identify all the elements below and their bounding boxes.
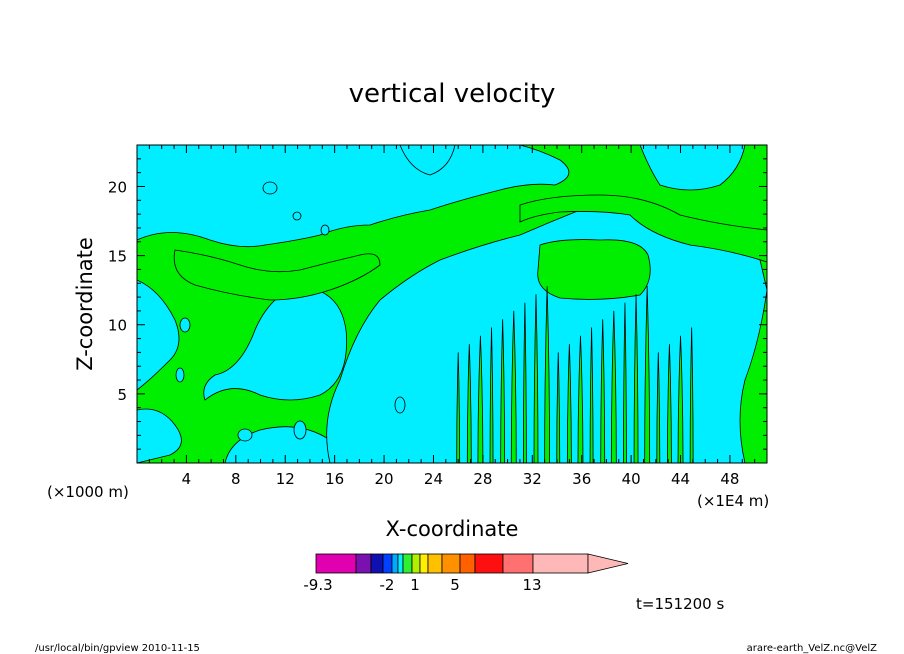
y-tick-label: 20 bbox=[108, 178, 127, 196]
negative-region bbox=[137, 145, 570, 248]
positive-finger bbox=[677, 335, 684, 463]
colorbar-swatch bbox=[441, 553, 461, 574]
colorbar-swatch bbox=[427, 553, 443, 574]
time-label: t=151200 s bbox=[636, 595, 724, 613]
negative-region bbox=[137, 408, 182, 463]
x-units-label: (×1000 m) bbox=[47, 483, 129, 501]
colorbar-arrow bbox=[587, 553, 629, 574]
x-tick-label: 4 bbox=[182, 470, 192, 488]
colorbar-label: -9.3 bbox=[303, 576, 332, 594]
positive-finger bbox=[456, 352, 461, 463]
x-tick-label: 32 bbox=[523, 470, 542, 488]
y-tick-label: 5 bbox=[117, 386, 127, 404]
positive-finger bbox=[522, 302, 527, 463]
negative-blob bbox=[292, 211, 302, 221]
colorbar bbox=[315, 553, 629, 574]
negative-blob bbox=[293, 420, 307, 440]
negative-blob bbox=[262, 181, 278, 195]
x-tick-label: 28 bbox=[473, 470, 492, 488]
positive-finger bbox=[577, 335, 584, 463]
x-scale-note: (×1E4 m) bbox=[697, 492, 769, 510]
y-tick-label: 10 bbox=[108, 317, 127, 335]
negative-blob bbox=[179, 317, 191, 333]
positive-finger bbox=[510, 310, 517, 463]
colorbar-swatch bbox=[419, 553, 429, 574]
colorbar-swatch bbox=[532, 553, 589, 574]
negative-region bbox=[203, 284, 348, 401]
x-axis-title: X-coordinate bbox=[386, 517, 519, 541]
positive-finger bbox=[556, 352, 561, 463]
colorbar-swatch bbox=[382, 553, 393, 574]
x-tick-label: 36 bbox=[572, 470, 591, 488]
negative-region bbox=[137, 279, 180, 391]
footer-right: arare-earth_VelZ.nc@VelZ bbox=[747, 643, 878, 654]
colorbar-swatch bbox=[391, 553, 399, 574]
negative-blob bbox=[175, 367, 185, 383]
positive-finger bbox=[489, 327, 494, 463]
positive-finger bbox=[589, 327, 594, 463]
colorbar-swatch bbox=[474, 553, 504, 574]
x-tick-label: 44 bbox=[671, 470, 690, 488]
y-tick-label: 15 bbox=[108, 248, 127, 266]
colorbar-label: 1 bbox=[410, 576, 420, 594]
negative-blob bbox=[237, 428, 253, 442]
positive-finger bbox=[466, 344, 472, 463]
contour-field bbox=[137, 145, 767, 463]
negative-region bbox=[639, 145, 746, 191]
footer-left: /usr/local/bin/gpview 2010-11-15 bbox=[35, 643, 200, 654]
y-axis-title: Z-coordinate bbox=[73, 237, 97, 371]
positive-finger bbox=[644, 286, 651, 463]
chart-title: vertical velocity bbox=[349, 79, 556, 109]
x-tick-label: 24 bbox=[424, 470, 443, 488]
positive-band bbox=[173, 249, 381, 301]
x-tick-label: 20 bbox=[375, 470, 394, 488]
x-tick-label: 48 bbox=[720, 470, 739, 488]
positive-finger bbox=[667, 344, 672, 463]
colorbar-swatch bbox=[402, 553, 413, 574]
colorbar-label: 5 bbox=[450, 576, 460, 594]
positive-finger bbox=[633, 294, 639, 463]
positive-finger bbox=[623, 302, 627, 463]
colorbar-swatch bbox=[411, 553, 421, 574]
plot-frame bbox=[136, 144, 768, 464]
positive-finger bbox=[566, 344, 572, 463]
colorbar-swatch bbox=[315, 553, 357, 574]
positive-finger bbox=[610, 310, 617, 463]
positive-finger bbox=[544, 286, 551, 463]
colorbar-swatch bbox=[459, 553, 476, 574]
x-tick-label: 12 bbox=[276, 470, 295, 488]
negative-region bbox=[399, 145, 456, 176]
colorbar-label: -2 bbox=[380, 576, 395, 594]
positive-finger bbox=[477, 335, 484, 463]
negative-blob bbox=[320, 224, 330, 236]
positive-finger bbox=[600, 319, 606, 463]
positive-band bbox=[519, 194, 767, 263]
colorbar-swatch bbox=[355, 553, 372, 574]
positive-finger bbox=[689, 327, 694, 463]
positive-finger bbox=[656, 352, 661, 463]
x-tick-label: 16 bbox=[325, 470, 344, 488]
colorbar-swatch bbox=[397, 553, 404, 574]
x-tick-label: 40 bbox=[622, 470, 641, 488]
x-tick-label: 8 bbox=[231, 470, 241, 488]
positive-island bbox=[537, 239, 651, 300]
negative-blob bbox=[394, 396, 406, 414]
colorbar-swatch bbox=[370, 553, 384, 574]
colorbar-label: 13 bbox=[522, 576, 541, 594]
colorbar-swatch bbox=[502, 553, 534, 574]
positive-finger bbox=[500, 319, 506, 463]
positive-finger bbox=[533, 294, 539, 463]
